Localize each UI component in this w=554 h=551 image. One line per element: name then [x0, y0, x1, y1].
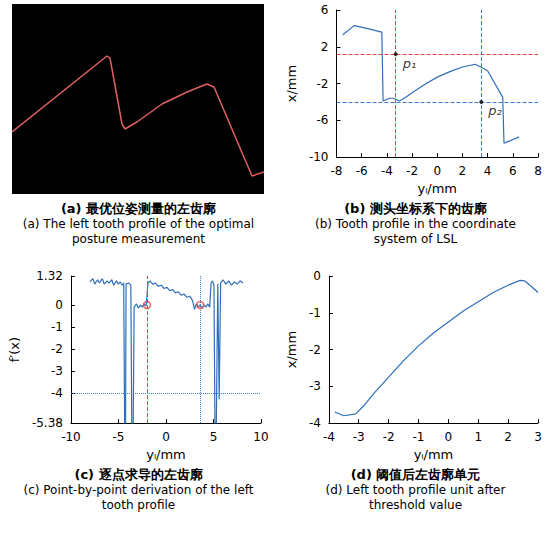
- svg-text:-10: -10: [309, 150, 329, 164]
- svg-text:2: 2: [321, 40, 329, 54]
- svg-text:-4: -4: [51, 386, 63, 400]
- svg-text:0: 0: [313, 269, 321, 283]
- svg-text:-2: -2: [383, 430, 395, 444]
- svg-text:-8: -8: [331, 164, 343, 178]
- html-text:(d) 阈值后左齿廓单元: (d) 阈值后左齿廓单元: [350, 467, 481, 482]
- svg-text:-2: -2: [309, 343, 321, 357]
- svg-text:-4: -4: [323, 430, 335, 444]
- svg-text:5: 5: [210, 430, 218, 444]
- svg-text:-1: -1: [51, 320, 63, 334]
- svg-text:0: 0: [162, 430, 170, 444]
- svg-text:-2: -2: [51, 342, 63, 356]
- svg-text:6: 6: [509, 164, 517, 178]
- svg-text:-6: -6: [317, 113, 329, 127]
- svg-text:-4: -4: [309, 416, 321, 430]
- svg-text:1: 1: [474, 430, 482, 444]
- svg-text:0: 0: [445, 430, 453, 444]
- svg-text:-2: -2: [317, 77, 329, 91]
- svg-text:8: 8: [534, 164, 542, 178]
- svg-text:6: 6: [321, 3, 329, 17]
- svg-text:p₁: p₁: [402, 56, 416, 71]
- svg-text:-2: -2: [406, 164, 418, 178]
- svg-text:1.32: 1.32: [36, 269, 63, 283]
- svg-text:-5.38: -5.38: [32, 416, 63, 430]
- html-text:(b) 测头坐标系下的齿廓: (b) 测头坐标系下的齿廓: [344, 201, 487, 216]
- html-text:(d) Left tooth profile unit af: (d) Left tooth profile unit after thresh…: [325, 483, 506, 512]
- svg-text:3: 3: [534, 430, 542, 444]
- svg-text:-3: -3: [309, 379, 321, 393]
- svg-text:-1: -1: [413, 430, 425, 444]
- svg-text:-4: -4: [381, 164, 393, 178]
- svg-text:2: 2: [459, 164, 467, 178]
- svg-text:0: 0: [55, 298, 63, 312]
- svg-text:0: 0: [433, 164, 441, 178]
- svg-text:10: 10: [253, 430, 268, 444]
- svg-text:-1: -1: [309, 306, 321, 320]
- svg-text:-5: -5: [112, 430, 124, 444]
- svg-text:x/mm: x/mm: [284, 65, 299, 102]
- html-text:(a) 最优位姿测量的左齿廓: (a) 最优位姿测量的左齿廓: [60, 201, 217, 216]
- html-text:(a) The left tooth profile of: (a) The left tooth profile of the optima…: [22, 217, 255, 246]
- svg-text:4: 4: [484, 164, 492, 178]
- svg-text:-3: -3: [51, 364, 63, 378]
- svg-text:-10: -10: [61, 430, 81, 444]
- svg-text:-6: -6: [356, 164, 368, 178]
- svg-text:x/mm: x/mm: [284, 331, 299, 368]
- svg-text:yₗ/mm: yₗ/mm: [417, 181, 457, 196]
- html-text:(c) Point-by-point derivation: (c) Point-by-point derivation of the lef…: [23, 483, 254, 512]
- svg-text:yₗ/mm: yₗ/mm: [146, 447, 186, 462]
- svg-text:f′(x): f′(x): [7, 337, 22, 362]
- svg-text:p₂: p₂: [487, 103, 501, 118]
- html-text:(b) Tooth profile in the coord: (b) Tooth profile in the coordinate syst…: [315, 217, 516, 246]
- svg-text:-3: -3: [353, 430, 365, 444]
- svg-text:yₗ/mm: yₗ/mm: [414, 447, 454, 462]
- html-text:(c) 逐点求导的左齿廓: (c) 逐点求导的左齿廓: [74, 467, 203, 482]
- svg-text:2: 2: [504, 430, 512, 444]
